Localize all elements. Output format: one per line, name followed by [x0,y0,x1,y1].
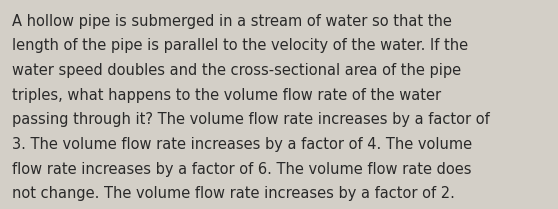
Text: length of the pipe is parallel to the velocity of the water. If the: length of the pipe is parallel to the ve… [12,38,468,53]
Text: triples, what happens to the volume flow rate of the water: triples, what happens to the volume flow… [12,88,441,103]
Text: not change. The volume flow rate increases by a factor of 2.: not change. The volume flow rate increas… [12,186,455,201]
Text: flow rate increases by a factor of 6. The volume flow rate does: flow rate increases by a factor of 6. Th… [12,162,472,177]
Text: A hollow pipe is submerged in a stream of water so that the: A hollow pipe is submerged in a stream o… [12,14,452,29]
Text: water speed doubles and the cross-sectional area of the pipe: water speed doubles and the cross-sectio… [12,63,461,78]
Text: 3. The volume flow rate increases by a factor of 4. The volume: 3. The volume flow rate increases by a f… [12,137,473,152]
Text: passing through it? The volume flow rate increases by a factor of: passing through it? The volume flow rate… [12,112,490,127]
